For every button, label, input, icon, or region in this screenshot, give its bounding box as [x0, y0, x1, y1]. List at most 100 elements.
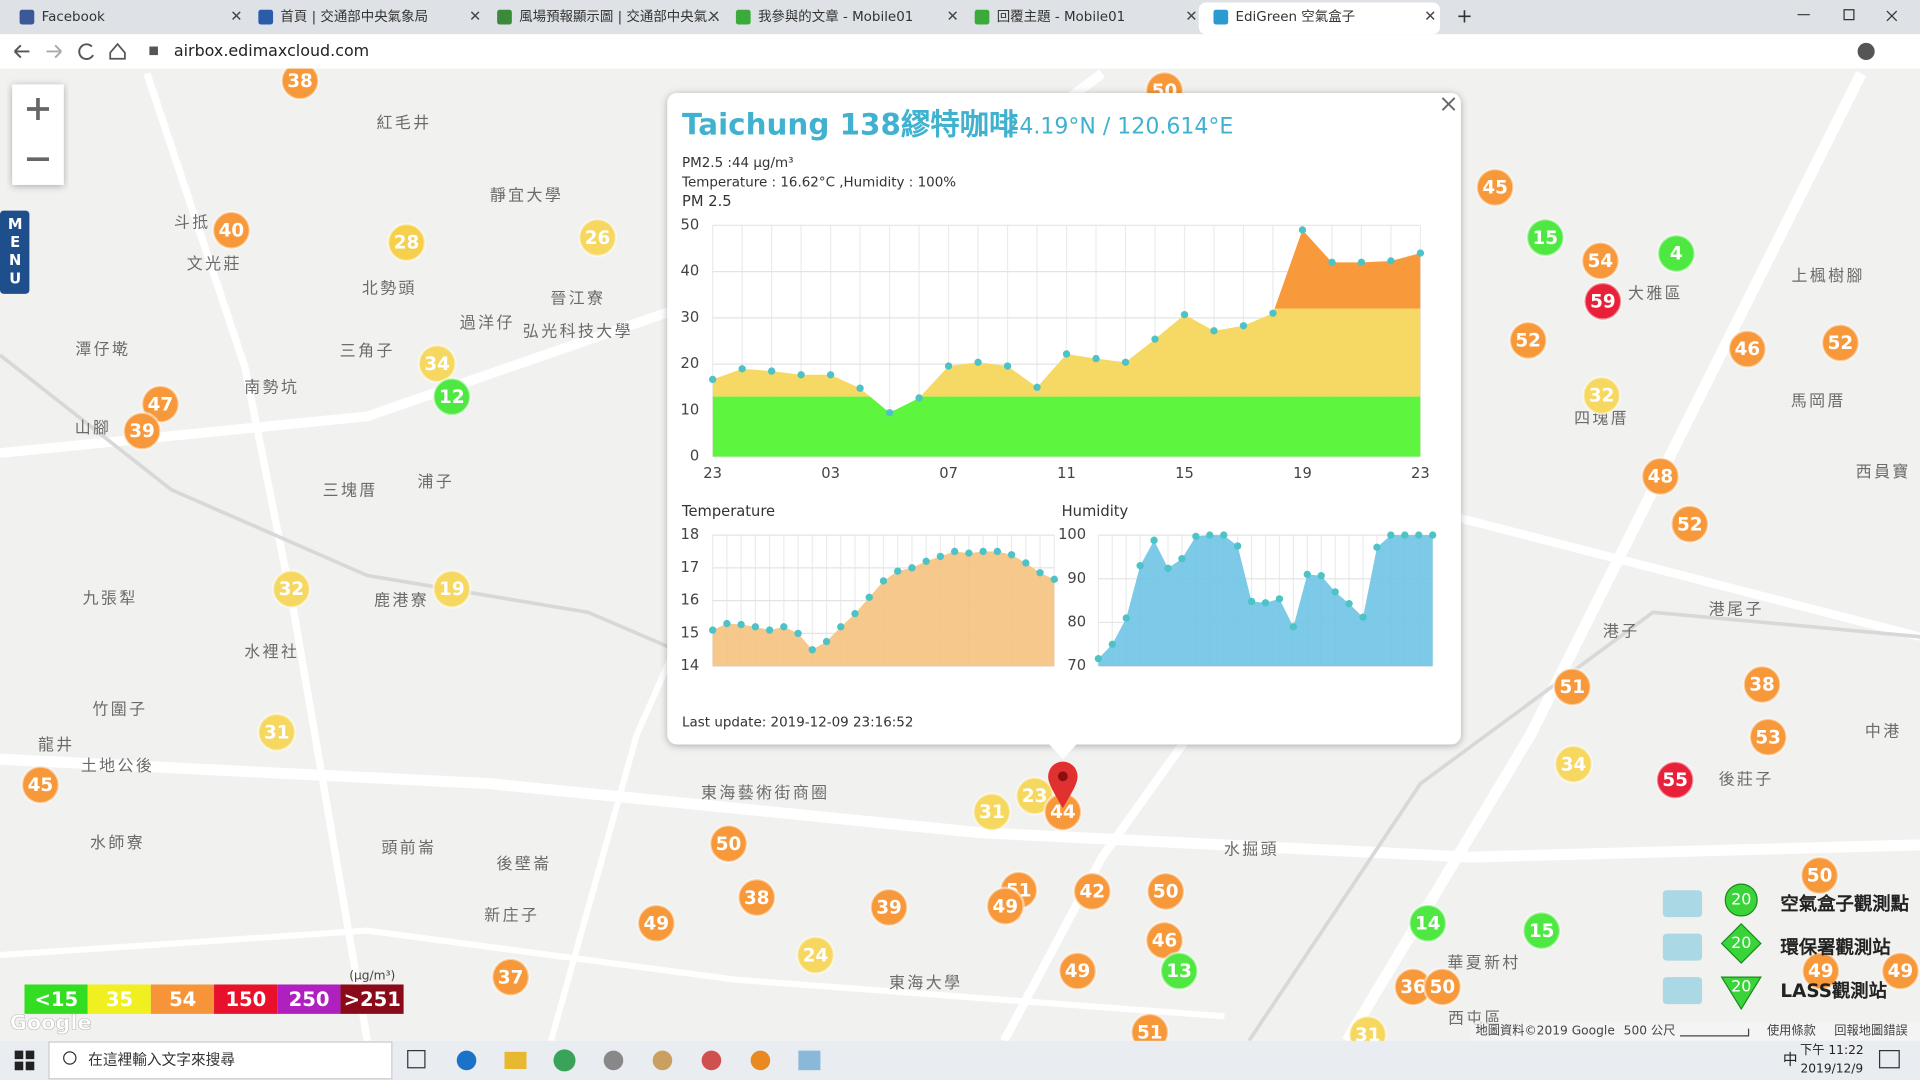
- station-marker[interactable]: [432, 569, 472, 609]
- search-placeholder[interactable]: 在這裡輸入文字來搜尋: [88, 1051, 235, 1068]
- station-marker[interactable]: [122, 411, 162, 451]
- report-link[interactable]: 回報地圖錯誤: [1834, 1023, 1907, 1038]
- tab-close[interactable]: ✕: [947, 8, 959, 25]
- tab-title[interactable]: 風場預報顯示圖 | 交通部中央氣...: [519, 8, 720, 25]
- station-marker[interactable]: [140, 384, 180, 424]
- station-marker[interactable]: [1408, 903, 1448, 943]
- taskbar-apps[interactable]: [407, 1049, 821, 1072]
- point: [826, 371, 835, 379]
- station-marker[interactable]: [491, 957, 531, 997]
- station-marker[interactable]: [1159, 951, 1199, 991]
- search-box[interactable]: [48, 1041, 393, 1080]
- tab-close[interactable]: ✕: [1424, 8, 1436, 25]
- station-type-icon: [1662, 977, 1703, 1005]
- notifications[interactable]: [1878, 1050, 1900, 1069]
- station-marker[interactable]: [386, 222, 427, 263]
- station-marker[interactable]: [1655, 760, 1695, 800]
- station-marker[interactable]: [1880, 951, 1920, 991]
- station-type-icon: [1662, 933, 1703, 961]
- forward-button[interactable]: [46, 44, 62, 59]
- back-button[interactable]: [14, 44, 30, 59]
- station-marker[interactable]: [972, 792, 1012, 832]
- station-marker[interactable]: [211, 210, 252, 250]
- station-marker[interactable]: [1640, 456, 1681, 496]
- station-marker[interactable]: [1727, 329, 1767, 369]
- tab-close[interactable]: ✕: [1185, 8, 1197, 25]
- tab-title[interactable]: Facebook: [42, 10, 105, 25]
- legend-label: <15: [34, 988, 78, 1011]
- point: [1275, 595, 1284, 603]
- station-marker[interactable]: [1508, 320, 1548, 360]
- station-marker[interactable]: [20, 765, 60, 805]
- menu-tab[interactable]: [0, 210, 30, 294]
- tab-title[interactable]: EdiGreen 空氣盒子: [1236, 8, 1356, 25]
- station-marker[interactable]: [1582, 375, 1622, 416]
- menu-label[interactable]: MENU: [7, 216, 24, 289]
- point: [1022, 559, 1030, 567]
- station-marker[interactable]: [1552, 667, 1592, 707]
- point: [1387, 257, 1395, 265]
- station-value: 14: [1415, 913, 1441, 934]
- station-marker[interactable]: [1072, 871, 1112, 912]
- place-label: 後壁崙: [497, 854, 552, 873]
- station-marker[interactable]: [1820, 323, 1861, 363]
- station-marker[interactable]: [271, 569, 312, 609]
- tab-close[interactable]: ✕: [230, 8, 242, 25]
- station-marker[interactable]: [1522, 911, 1562, 951]
- start-button[interactable]: [14, 1050, 35, 1071]
- station-marker[interactable]: [417, 344, 457, 384]
- station-marker[interactable]: [432, 377, 472, 417]
- station-marker[interactable]: [985, 886, 1025, 926]
- y-tick-label: 70: [1067, 657, 1086, 674]
- home-button[interactable]: [109, 42, 126, 60]
- place-label: 紅毛井: [377, 113, 432, 132]
- zoom-in[interactable]: [26, 97, 49, 120]
- legend-label: 250: [289, 988, 330, 1011]
- tab-title[interactable]: 回覆主題 - Mobile01: [997, 9, 1125, 25]
- profile[interactable]: [1857, 42, 1875, 60]
- station-marker[interactable]: [1580, 241, 1621, 281]
- station-marker[interactable]: [577, 217, 618, 258]
- station-marker[interactable]: [636, 903, 676, 943]
- station-marker[interactable]: [1475, 167, 1515, 207]
- station-marker[interactable]: [795, 935, 836, 975]
- place-label: 龍井: [38, 735, 75, 754]
- selected-pin[interactable]: [1048, 761, 1078, 809]
- point: [765, 626, 774, 634]
- y-tick-label: 17: [680, 559, 699, 576]
- station-marker[interactable]: [1801, 951, 1841, 991]
- station-marker[interactable]: [1670, 504, 1710, 544]
- station-marker[interactable]: [1553, 744, 1594, 784]
- pin-dot: [1057, 771, 1068, 782]
- y-tick-label: 14: [680, 657, 699, 674]
- station-marker[interactable]: [708, 824, 749, 864]
- station-marker[interactable]: [1742, 664, 1782, 705]
- station-marker[interactable]: [1656, 233, 1696, 274]
- reload-button[interactable]: [78, 43, 94, 60]
- legend-label: 150: [225, 988, 266, 1011]
- new-tab[interactable]: +: [1456, 5, 1472, 28]
- station-marker[interactable]: [1748, 717, 1788, 757]
- place-label: 鹿港寮: [374, 591, 429, 610]
- point: [708, 626, 717, 634]
- tab-title[interactable]: 首頁 | 交通部中央氣象局: [280, 8, 428, 25]
- tab-close[interactable]: ✕: [469, 8, 481, 25]
- station-marker[interactable]: [1800, 855, 1840, 896]
- station-marker[interactable]: [1057, 951, 1098, 991]
- station-marker[interactable]: [1525, 217, 1565, 258]
- station-marker[interactable]: [1422, 967, 1463, 1007]
- window-controls[interactable]: [1797, 9, 1898, 22]
- url[interactable]: airbox.edimaxcloud.com: [174, 41, 369, 60]
- terms-link[interactable]: 使用條款: [1767, 1023, 1816, 1038]
- station-value: 28: [394, 233, 420, 254]
- ime-indicator[interactable]: 中: [1783, 1051, 1798, 1068]
- tab-close[interactable]: ✕: [708, 8, 720, 25]
- station-marker[interactable]: [257, 712, 297, 752]
- station-marker[interactable]: [869, 887, 909, 927]
- station-marker[interactable]: [1146, 871, 1186, 912]
- station-marker[interactable]: [737, 877, 777, 918]
- station-marker[interactable]: [1583, 281, 1623, 321]
- close-button[interactable]: [1441, 97, 1456, 111]
- clock-time: 下午 11:22: [1800, 1043, 1864, 1057]
- tab-title[interactable]: 我參與的文章 - Mobile01: [758, 8, 913, 25]
